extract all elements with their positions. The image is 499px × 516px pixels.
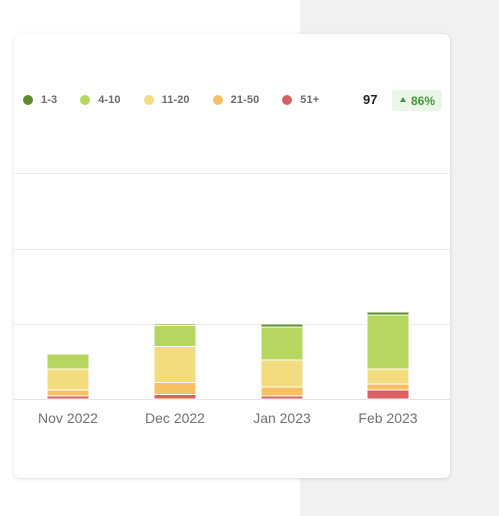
change-badge: 86% <box>392 90 443 111</box>
total-value: 97 <box>363 92 378 107</box>
legend-item-51-plus[interactable]: 51+ <box>282 94 319 106</box>
bar-segment[interactable] <box>366 383 410 391</box>
bar-segment[interactable] <box>153 325 197 347</box>
x-tick-label: Jan 2023 <box>253 410 311 426</box>
legend-dot-11-20 <box>143 95 154 105</box>
bar-segment[interactable] <box>260 323 304 328</box>
bar-segment[interactable] <box>46 389 90 397</box>
bar-segment[interactable] <box>46 353 90 370</box>
bar-segment[interactable] <box>366 389 410 400</box>
bar-segment[interactable] <box>153 394 197 400</box>
bar-chart: Nov 2022 Dec 2022 Jan 2023 Feb 2023 <box>14 173 450 426</box>
bar-segment[interactable] <box>260 359 304 388</box>
legend-label: 4-10 <box>98 94 121 106</box>
bar-segment[interactable] <box>260 326 304 361</box>
legend: 1-3 4-10 11-20 21-50 51+ <box>23 93 342 107</box>
bars <box>46 311 410 400</box>
chart-card: 1-3 4-10 11-20 21-50 51+ 97 86% Nov 2022… <box>14 34 450 478</box>
arrow-up-icon <box>400 97 406 102</box>
bar-segment[interactable] <box>260 386 304 397</box>
bar-segment[interactable] <box>153 382 197 395</box>
bar-segment[interactable] <box>153 323 197 326</box>
legend-item-4-10[interactable]: 4-10 <box>80 94 121 106</box>
x-tick-label: Nov 2022 <box>38 410 98 426</box>
legend-item-1-3[interactable]: 1-3 <box>23 94 57 106</box>
legend-label: 51+ <box>300 94 320 106</box>
x-tick-label: Dec 2022 <box>145 410 205 426</box>
bar-segment[interactable] <box>46 368 90 391</box>
legend-dot-51-plus <box>282 95 293 105</box>
bar-segment[interactable] <box>366 314 410 370</box>
x-tick-label: Feb 2023 <box>358 410 417 426</box>
bar-segment[interactable] <box>366 311 410 316</box>
legend-dot-21-50 <box>212 95 223 105</box>
bar-segment[interactable] <box>366 368 410 385</box>
bar-segment[interactable] <box>153 346 197 383</box>
legend-label: 1-3 <box>41 94 58 106</box>
legend-item-11-20[interactable]: 11-20 <box>143 94 190 106</box>
legend-dot-1-3 <box>23 95 33 105</box>
x-axis-labels: Nov 2022 Dec 2022 Jan 2023 Feb 2023 <box>38 410 418 426</box>
change-value: 86% <box>411 93 436 108</box>
legend-label: 11-20 <box>161 94 190 106</box>
legend-label: 21-50 <box>230 94 260 106</box>
legend-item-21-50[interactable]: 21-50 <box>212 94 260 106</box>
legend-dot-4-10 <box>80 95 91 105</box>
